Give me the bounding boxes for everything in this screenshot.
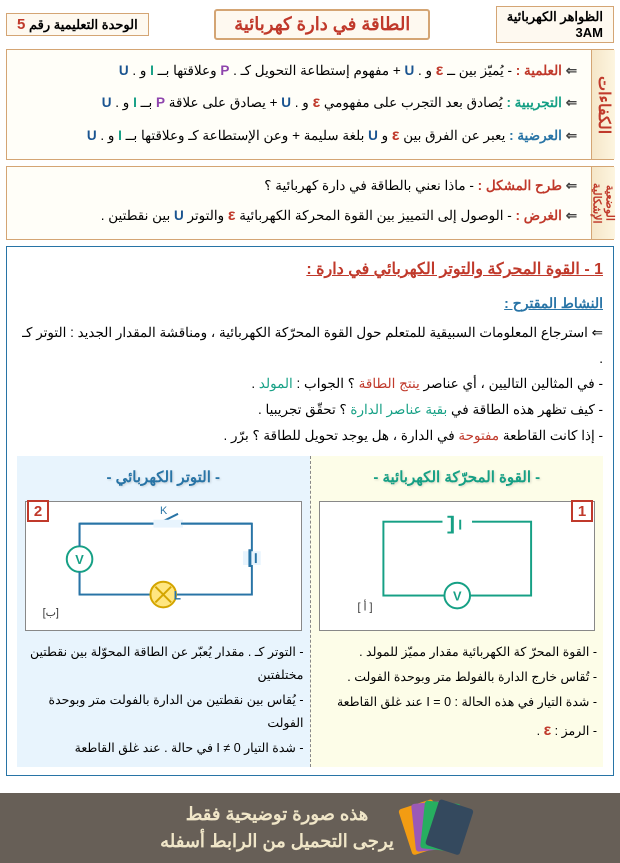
header-right: الظواهر الكهربائية 3AM xyxy=(496,6,614,43)
right-col-item: - الرمز : ε . xyxy=(317,716,598,746)
right-col-item: - القوة المحرّ كة الكهربائية مقدار مميّز… xyxy=(317,641,598,664)
phenomena-label: الظواهر الكهربائية xyxy=(507,9,603,24)
col-left-title: - التوتر الكهربائي - xyxy=(23,460,304,497)
badge-1: 1 xyxy=(571,500,593,522)
unit-number: 5 xyxy=(17,16,25,33)
problem-line: ⇐ طرح المشكل : - ماذا نعني بالطاقة في دا… xyxy=(13,173,577,199)
circuit2-svg: K L V [ب] xyxy=(26,502,301,630)
k-label: K xyxy=(160,505,168,517)
activity-label: النشاط المقترح : xyxy=(17,290,603,317)
v-label-2: V xyxy=(75,552,84,567)
problem-line: ⇐ الغرض : - الوصول إلى التمييز بين القوة… xyxy=(13,201,577,231)
q1a: - في المثالين التاليين ، أي عناصر xyxy=(420,376,603,391)
left-items: - التوتر كـ . مقدار يُعبّر عن الطاقة الم… xyxy=(23,641,304,761)
wm-line2: يرجى التحميل من الرابط أسفله xyxy=(160,828,394,855)
problem-vertical-label: الوضعية الإشكالية xyxy=(591,167,615,239)
competences-vertical-label: الكفاءات xyxy=(591,50,615,159)
q1: - في المثالين التاليين ، أي عناصر ينتج ا… xyxy=(17,371,603,397)
right-col-item: - شدة التيار في هذه الحالة : I = 0 عند غ… xyxy=(317,691,598,714)
left-col-item: - التوتر كـ . مقدار يُعبّر عن الطاقة الم… xyxy=(23,641,304,687)
two-column: - القوة المحرّكة الكهربائية - 1 V [ أ ] xyxy=(17,456,603,766)
watermark-overlay: هذه صورة توضيحية فقط يرجى التحميل من الر… xyxy=(0,793,620,863)
q2: - كيف تظهر هذه الطاقة في بقية عناصر الدا… xyxy=(17,397,603,423)
badge-2: 2 xyxy=(27,500,49,522)
wm-line1: هذه صورة توضيحية فقط xyxy=(160,801,394,828)
q3b: مفتوحة xyxy=(458,428,499,443)
competences-frame: الكفاءات ⇐ العلمية : - يُميّز بين ــ ε و… xyxy=(6,49,614,160)
section-title: 1 - القوة المحركة والتوتر الكهربائي في د… xyxy=(17,255,603,285)
ab-label: [ أ ] xyxy=(357,599,372,613)
q1d: المولد xyxy=(259,376,293,391)
right-column: - القوة المحرّكة الكهربائية - 1 V [ أ ] xyxy=(310,456,604,766)
unit-label: الوحدة التعليمية رقم xyxy=(29,17,138,32)
q2c: ؟ تحقّق تجريبيا . xyxy=(258,402,350,417)
watermark-text: هذه صورة توضيحية فقط يرجى التحميل من الر… xyxy=(160,801,394,855)
left-col-item: - يُقاس بين نقطتين من الدارة بالفولت متر… xyxy=(23,689,304,735)
right-col-item: - تُقاس خارج الدارة بالفولط متر وبوحدة ا… xyxy=(317,666,598,689)
problem-frame: الوضعية الإشكالية ⇐ طرح المشكل : - ماذا … xyxy=(6,166,614,240)
b-label: [ب] xyxy=(43,607,59,619)
v-label-1: V xyxy=(452,588,461,603)
q3c: في الدارة ، هل يوجد تحويل للطاقة ؟ برّر … xyxy=(224,428,459,443)
q1e: . xyxy=(251,376,259,391)
books-icon xyxy=(408,802,460,854)
competence-line: ⇐ العلمية : - يُميّز بين ــ ε و . U + مف… xyxy=(13,56,577,86)
circuit-2: 2 K L xyxy=(25,501,302,631)
header-row: الظواهر الكهربائية 3AM الطاقة في دارة كه… xyxy=(6,6,614,43)
circuit1-svg: V [ أ ] xyxy=(320,502,595,630)
q3: - إذا كانت القاطعة مفتوحة في الدارة ، هل… xyxy=(17,423,603,449)
competence-line: ⇐ التجريبية : يُصادق بعد التجرب على مفهو… xyxy=(13,88,577,118)
q2a: - كيف تظهر هذه الطاقة في xyxy=(447,402,603,417)
q2b: بقية عناصر الدارة xyxy=(350,402,447,417)
l-label: L xyxy=(174,588,181,602)
col-right-title: - القوة المحرّكة الكهربائية - xyxy=(317,460,598,497)
left-column: - التوتر الكهربائي - 2 K xyxy=(17,456,310,766)
right-items: - القوة المحرّ كة الكهربائية مقدار مميّز… xyxy=(317,641,598,746)
grade-label: 3AM xyxy=(576,25,603,40)
main-content: 1 - القوة المحركة والتوتر الكهربائي في د… xyxy=(6,246,614,775)
left-col-item: - شدة التيار I ≠ 0 في حالة . عند غلق الق… xyxy=(23,737,304,760)
intro-line: ⇐ استرجاع المعلومات السبيقية للمتعلم حول… xyxy=(17,320,603,371)
q3a: - إذا كانت القاطعة xyxy=(499,428,603,443)
circuit-1: 1 V [ أ ] xyxy=(319,501,596,631)
competence-line: ⇐ العرضية : يعبر عن الفرق بين ε و U بلغة… xyxy=(13,121,577,151)
header-left: الوحدة التعليمية رقم 5 xyxy=(6,13,149,36)
q1c: ؟ الجواب : xyxy=(293,376,359,391)
q1b: ينتج الطاقة xyxy=(359,376,420,391)
page-title: الطاقة في دارة كهربائية xyxy=(214,9,430,40)
